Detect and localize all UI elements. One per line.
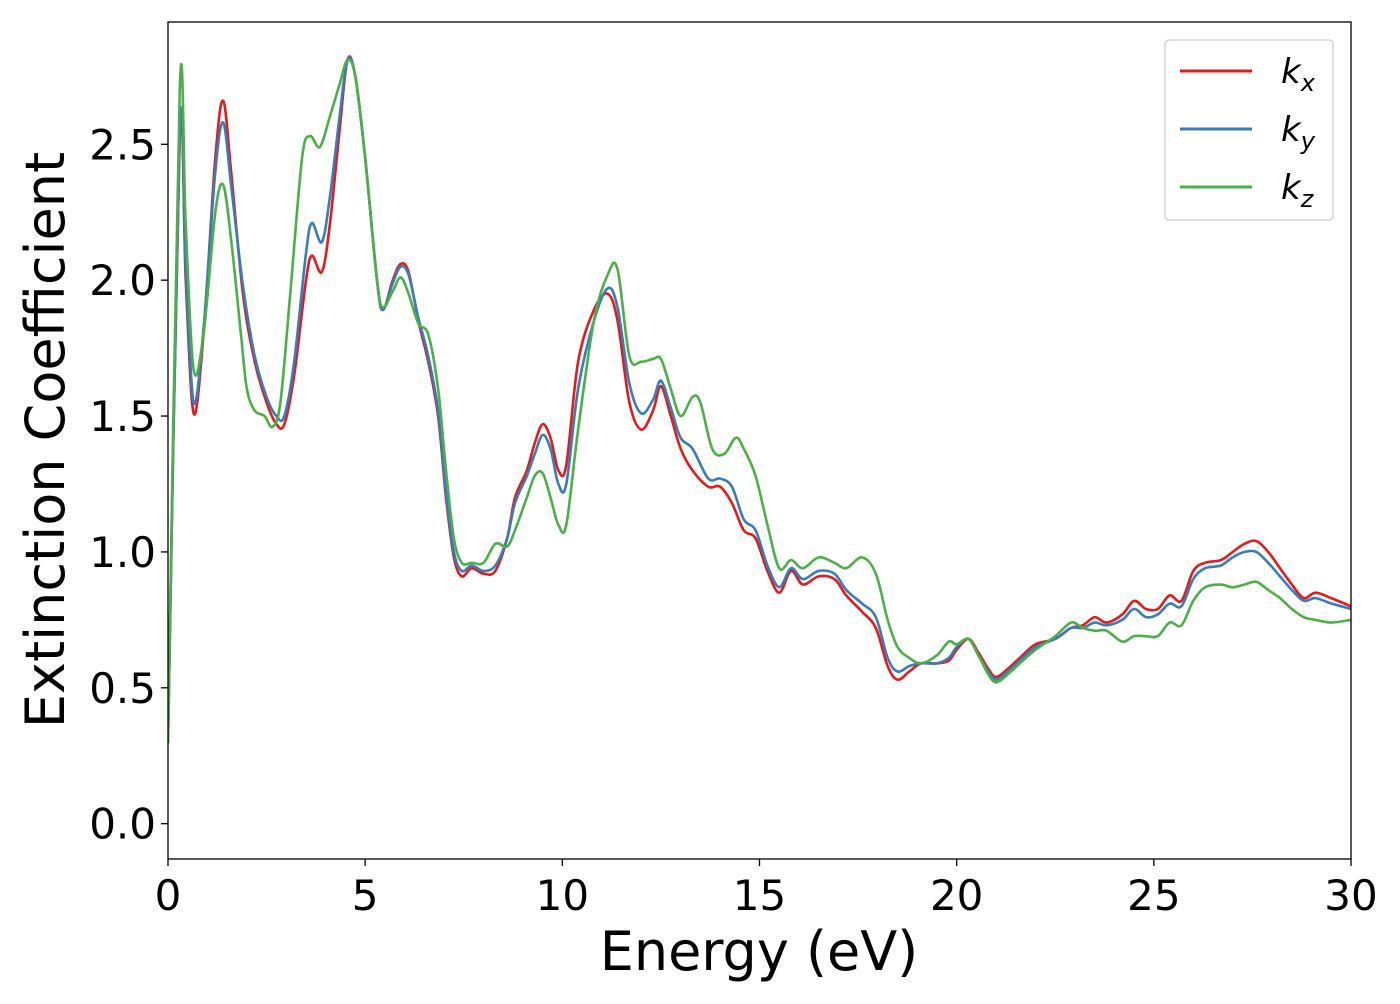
series-line-x (168, 55, 1351, 744)
x-tick-label: 25 (1127, 871, 1180, 920)
y-tick-label: 2.0 (89, 256, 156, 305)
x-tick-label: 0 (155, 871, 182, 920)
x-tick-label: 30 (1324, 871, 1377, 920)
y-axis-ticks: 0.0 0.5 1.0 1.5 2.0 2.5 (89, 120, 168, 849)
x-tick-label: 5 (352, 871, 379, 920)
y-tick-label: 1.0 (89, 528, 156, 577)
series-line-y (168, 56, 1351, 744)
x-tick-label: 20 (930, 871, 983, 920)
y-tick-label: 2.5 (89, 120, 156, 169)
x-tick-label: 10 (536, 871, 589, 920)
y-tick-label: 1.5 (89, 392, 156, 441)
legend-label-z: kz (1281, 168, 1315, 213)
x-tick-label: 15 (733, 871, 786, 920)
y-tick-label: 0.5 (89, 664, 156, 713)
y-axis-label: Extinction Coefficient (14, 152, 77, 728)
x-axis-label: Energy (eV) (600, 920, 919, 983)
series-line-z (168, 58, 1351, 744)
legend: kx ky kz (1164, 39, 1334, 221)
x-axis-ticks: 0 5 10 15 20 25 30 (155, 859, 1378, 920)
legend-label-x: kx (1281, 52, 1316, 97)
y-tick-label: 0.0 (89, 800, 156, 849)
legend-label-y: ky (1281, 110, 1316, 155)
series-layer (168, 55, 1351, 744)
